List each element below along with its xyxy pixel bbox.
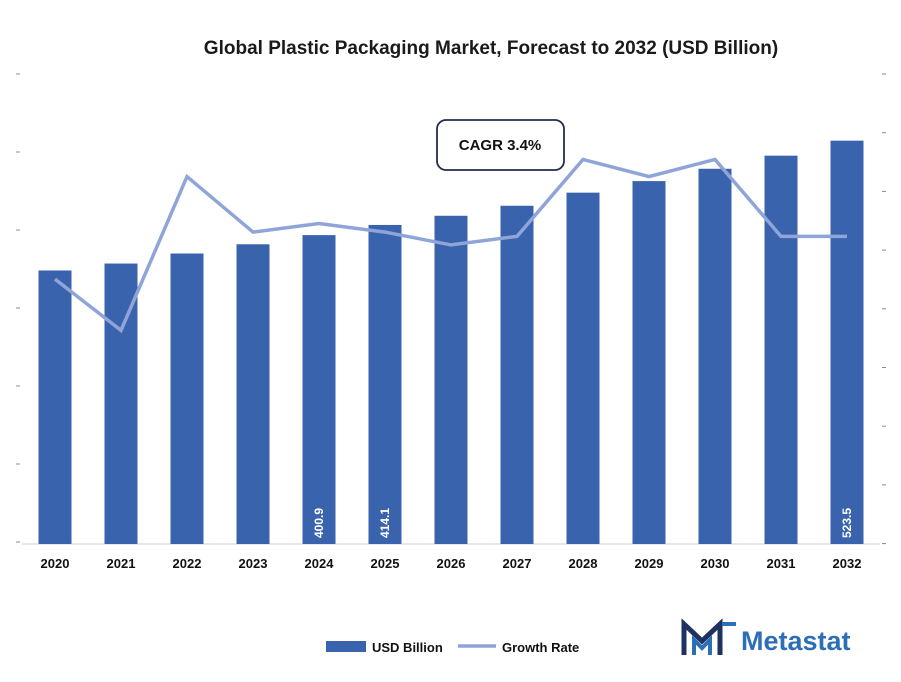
- x-tick-2027: 2027: [503, 556, 532, 571]
- data-label-2024: 400.9: [312, 508, 326, 538]
- bar-2030: [698, 168, 732, 544]
- cagr-callout: CAGR 3.4%: [436, 119, 565, 171]
- cagr-box: [436, 119, 565, 171]
- x-tick-2020: 2020: [41, 556, 70, 571]
- bar-2026: [434, 215, 468, 544]
- growth-line-series: [53, 157, 847, 334]
- bar-2023: [236, 244, 270, 544]
- x-tick-2024: 2024: [305, 556, 335, 571]
- bar-2024: [302, 235, 336, 544]
- logo-text: Metastat: [741, 626, 851, 656]
- x-tick-2021: 2021: [107, 556, 136, 571]
- legend-label-usd-billion: USD Billion: [372, 640, 443, 655]
- metastat-logo: Metastat: [681, 618, 851, 656]
- bar-2021: [104, 263, 138, 544]
- x-tick-2032: 2032: [833, 556, 862, 571]
- legend-label-growth-rate: Growth Rate: [502, 640, 579, 655]
- x-tick-2029: 2029: [635, 556, 664, 571]
- bar-2020: [38, 270, 72, 544]
- data-label-2032: 523.5: [840, 508, 854, 538]
- legend-swatch-usd-billion: [326, 641, 366, 652]
- bar-2028: [566, 192, 600, 544]
- left-axis-ticks: [16, 73, 20, 543]
- x-tick-2025: 2025: [371, 556, 400, 571]
- x-tick-2023: 2023: [239, 556, 268, 571]
- data-labels: 400.9 414.1 523.5: [312, 508, 854, 538]
- bar-2029: [632, 181, 666, 544]
- x-tick-labels: 2020 2021 2022 2023 2024 2025 2026 2027 2028 2029…: [41, 556, 862, 571]
- x-tick-2028: 2028: [569, 556, 598, 571]
- x-tick-2022: 2022: [173, 556, 202, 571]
- x-tick-2031: 2031: [767, 556, 796, 571]
- bar-series: [38, 140, 864, 545]
- metastat-m-icon: [681, 618, 736, 655]
- bar-2031: [764, 155, 798, 545]
- right-axis-ticks: [882, 73, 886, 545]
- data-label-2025: 414.1: [378, 508, 392, 538]
- bar-2022: [170, 253, 204, 544]
- bar-2032: [830, 140, 864, 545]
- x-tick-2030: 2030: [701, 556, 730, 571]
- growth-rate-line: [53, 157, 847, 334]
- bar-2027: [500, 205, 534, 545]
- cagr-label: CAGR 3.4%: [459, 137, 542, 154]
- legend: USD Billion Growth Rate: [326, 640, 579, 655]
- bar-2025: [368, 224, 402, 545]
- chart-title: Global Plastic Packaging Market, Forecas…: [204, 38, 778, 59]
- x-tick-2026: 2026: [437, 556, 466, 571]
